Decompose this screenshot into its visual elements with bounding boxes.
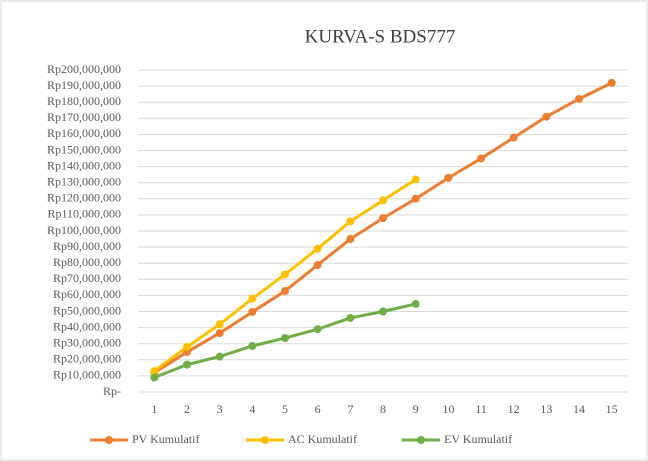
y-tick-label: Rp120,000,000: [47, 191, 121, 205]
data-point: [379, 214, 387, 223]
data-point: [509, 133, 518, 142]
y-tick-label: Rp180,000,000: [47, 94, 121, 108]
y-tick-label: Rp90,000,000: [53, 239, 121, 253]
data-point: [411, 194, 420, 203]
y-tick-label: Rp110,000,000: [47, 207, 121, 221]
y-tick-label: Rp50,000,000: [53, 303, 121, 317]
x-tick-label: 15: [606, 402, 618, 416]
y-tick-label: Rp160,000,000: [47, 126, 121, 140]
y-tick-label: Rp80,000,000: [53, 255, 121, 269]
data-point: [379, 307, 387, 316]
data-point: [281, 287, 289, 296]
y-tick-label: Rp140,000,000: [47, 158, 121, 172]
y-tick-label: Rp70,000,000: [53, 271, 121, 285]
y-tick-label: Rp-: [103, 384, 121, 398]
data-point: [542, 112, 551, 121]
legend-label: EV Kumulatif: [444, 432, 512, 446]
data-point: [150, 373, 159, 382]
x-tick-label: 11: [475, 402, 487, 416]
x-tick-label: 6: [315, 402, 321, 416]
y-tick-label: Rp150,000,000: [47, 142, 121, 156]
x-tick-label: 13: [540, 402, 552, 416]
legend-marker: [261, 436, 269, 444]
data-point: [346, 235, 355, 244]
data-point: [150, 367, 159, 376]
x-tick-label: 12: [508, 402, 520, 416]
data-point: [313, 260, 322, 269]
data-point: [248, 341, 257, 350]
data-point: [607, 78, 616, 87]
x-tick-label: 2: [184, 402, 190, 416]
data-point: [215, 320, 224, 329]
y-tick-label: Rp170,000,000: [47, 110, 121, 124]
legend-label: AC Kumulatif: [288, 432, 357, 446]
data-point: [411, 299, 420, 308]
x-tick-label: 8: [380, 402, 386, 416]
x-tick-label: 3: [217, 402, 223, 416]
data-point: [346, 217, 355, 226]
data-point: [379, 196, 387, 205]
y-tick-label: Rp30,000,000: [53, 335, 121, 349]
data-point: [215, 329, 224, 338]
x-tick-label: 7: [347, 402, 353, 416]
data-point: [346, 313, 355, 322]
data-point: [215, 352, 224, 361]
data-point: [477, 154, 485, 163]
x-tick-label: 5: [282, 402, 288, 416]
data-point: [281, 334, 289, 343]
data-point: [411, 175, 420, 184]
y-tick-label: Rp200,000,000: [47, 62, 121, 76]
y-tick-label: Rp130,000,000: [47, 174, 121, 188]
x-tick-label: 1: [151, 402, 157, 416]
data-point: [248, 307, 257, 316]
data-point: [444, 173, 453, 182]
chart-title: KURVA-S BDS777: [305, 26, 456, 47]
y-tick-label: Rp20,000,000: [53, 352, 121, 366]
legend-marker: [417, 436, 425, 444]
data-point: [248, 294, 257, 303]
data-point: [183, 342, 191, 351]
x-tick-label: 14: [573, 402, 585, 416]
data-point: [183, 360, 191, 369]
data-point: [313, 244, 322, 253]
legend-marker: [105, 436, 113, 444]
data-point: [313, 325, 322, 334]
y-tick-label: Rp60,000,000: [53, 287, 121, 301]
y-tick-label: Rp10,000,000: [53, 368, 121, 382]
data-point: [575, 94, 583, 103]
y-tick-label: Rp100,000,000: [47, 223, 121, 237]
legend-label: PV Kumulatif: [132, 432, 199, 446]
x-tick-label: 10: [442, 402, 454, 416]
y-tick-label: Rp40,000,000: [53, 319, 121, 333]
x-tick-label: 4: [249, 402, 255, 416]
x-tick-label: 9: [413, 402, 419, 416]
y-tick-label: Rp190,000,000: [47, 78, 121, 92]
data-point: [281, 270, 289, 279]
